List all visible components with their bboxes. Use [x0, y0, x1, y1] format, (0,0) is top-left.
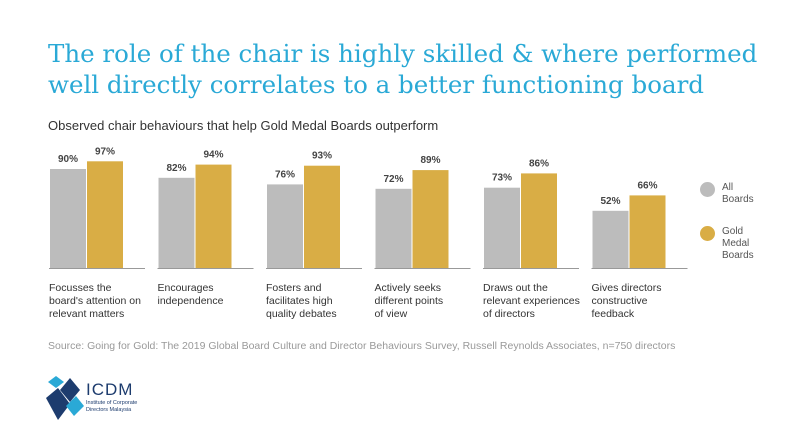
data-label-all-2: 76%: [275, 169, 295, 180]
category-label-2: Fosters and facilitates high quality debat…: [266, 282, 374, 321]
bar-gold-0: [87, 161, 123, 268]
category-label-line: feedback: [591, 308, 635, 320]
data-label-gold-4: 86%: [529, 158, 549, 169]
legend-label-line: Medal: [722, 238, 750, 249]
category-label-line: of directors: [483, 308, 535, 320]
legend-label-line: All: [722, 182, 734, 193]
category-label-line: Encourages: [157, 282, 214, 294]
category-label-1: Encourages independence: [158, 282, 266, 308]
category-label-line: quality debates: [266, 308, 337, 320]
icdm-logo-icon: [46, 376, 84, 420]
category-label-line: relevant experiences: [483, 295, 580, 307]
bar-all-3: [375, 188, 412, 268]
logo-subtitle: Institute of Corporate Directors Malaysia: [86, 400, 146, 413]
bar-all-4: [484, 187, 520, 268]
category-label-line: Actively seeks: [374, 282, 442, 294]
bar-gold-3: [412, 170, 449, 268]
category-label-line: facilitates high: [266, 295, 333, 307]
category-label-line: Fosters and: [266, 282, 322, 294]
bar-all-5: [592, 210, 629, 268]
data-label-all-4: 73%: [492, 173, 512, 184]
data-label-all-5: 52%: [600, 196, 620, 207]
category-label-3: Actively seeks different points of view: [375, 282, 483, 321]
bar-gold-2: [304, 165, 340, 268]
category-label-line: Gives directors: [591, 282, 662, 294]
legend-label: Gold Medal Boards: [722, 226, 772, 262]
logo-subtitle-line: Institute of Corporate: [86, 400, 138, 406]
legend-item-0: All Boards: [700, 182, 772, 206]
data-label-all-3: 72%: [383, 174, 403, 185]
logo-name: ICDM: [86, 380, 134, 399]
data-label-gold-1: 94%: [203, 150, 223, 161]
bar-all-1: [158, 177, 195, 268]
legend-label-line: Boards: [722, 194, 754, 205]
category-label-0: Focusses the board's attention on relevant…: [49, 282, 157, 321]
source-note: Source: Going for Gold: The 2019 Global …: [48, 340, 676, 352]
category-label-line: of view: [374, 308, 408, 320]
data-label-gold-2: 93%: [312, 151, 332, 162]
legend-label-line: Boards: [722, 250, 754, 261]
bar-all-2: [267, 184, 303, 268]
category-label-line: Focusses the: [49, 282, 112, 294]
bar-gold-4: [521, 173, 557, 268]
category-label-line: independence: [157, 295, 224, 307]
data-label-all-1: 82%: [166, 163, 186, 174]
category-label-4: Draws out the relevant experiences of dire…: [483, 282, 591, 321]
bar-all-0: [50, 169, 86, 268]
category-label-line: board's attention on: [49, 295, 141, 307]
legend-swatch-icon: [700, 226, 715, 241]
category-label-5: Gives directors constructive feedback: [592, 282, 700, 321]
logo-subtitle-line: Directors Malaysia: [86, 406, 132, 413]
bar-gold-5: [629, 195, 666, 268]
legend-item-1: Gold Medal Boards: [700, 226, 772, 262]
data-label-gold-3: 89%: [420, 155, 440, 166]
legend-label-line: Gold: [722, 226, 744, 237]
bar-gold-1: [195, 164, 232, 268]
legend-swatch-icon: [700, 182, 715, 197]
data-label-all-0: 90%: [58, 154, 78, 165]
category-label-line: Draws out the: [483, 282, 548, 294]
category-label-line: different points: [374, 295, 444, 307]
category-label-line: relevant matters: [49, 308, 125, 320]
chart-title: The role of the chair is highly skilled …: [48, 39, 758, 99]
chart-subtitle: Observed chair behaviours that help Gold…: [48, 118, 439, 133]
category-label-line: constructive: [591, 295, 648, 307]
data-label-gold-5: 66%: [637, 180, 657, 191]
legend-label: All Boards: [722, 182, 772, 206]
data-label-gold-0: 97%: [95, 146, 115, 157]
